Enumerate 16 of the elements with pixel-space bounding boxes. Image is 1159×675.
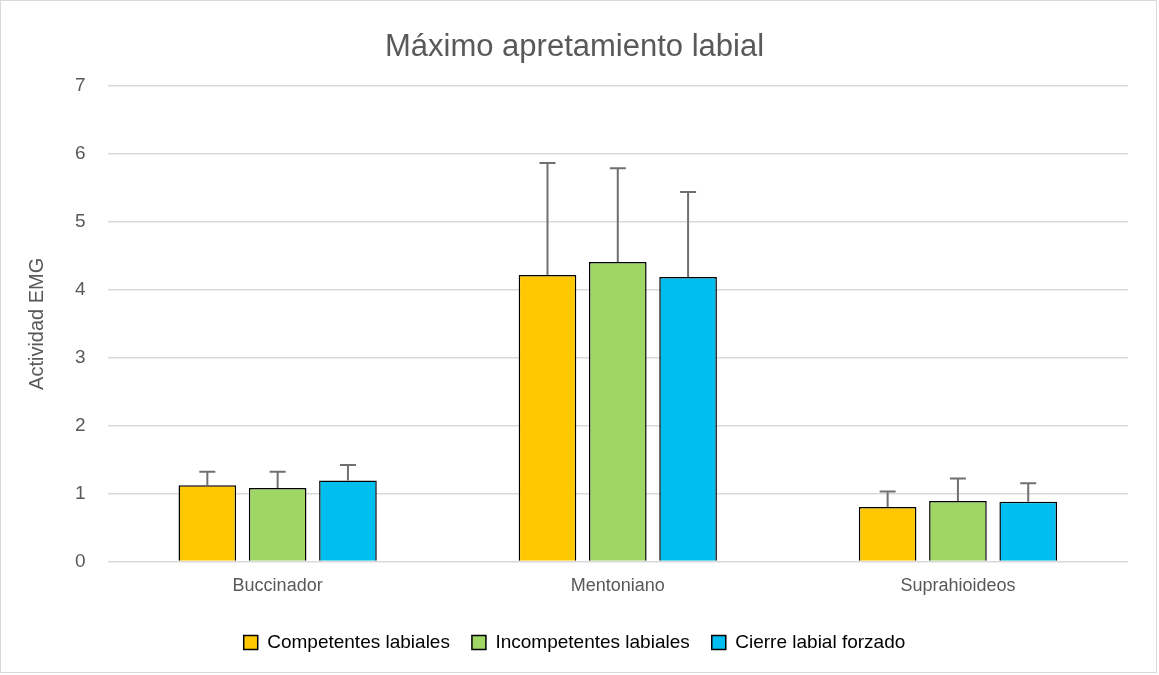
chart-title: Máximo apretamiento labial <box>384 28 765 64</box>
y-tick-label: 5 <box>74 210 86 232</box>
x-tick-label: Suprahioideos <box>900 575 1016 596</box>
legend-label: Competentes labiales <box>267 630 450 652</box>
legend-label: Cierre labial forzado <box>735 630 906 652</box>
y-axis-title: Actividad EMG <box>24 257 47 390</box>
y-tick-label: 6 <box>74 142 86 164</box>
legend-label: Incompetentes labiales <box>495 630 690 652</box>
y-tick-label: 0 <box>74 549 86 571</box>
x-tick-label: Mentoniano <box>570 575 665 596</box>
y-tick-label: 2 <box>74 413 86 435</box>
y-tick-label: 3 <box>74 345 86 367</box>
y-tick-label: 1 <box>74 481 86 503</box>
x-tick-label: Buccinador <box>232 575 323 596</box>
y-tick-label: 7 <box>74 74 86 96</box>
y-tick-label: 4 <box>74 278 86 300</box>
